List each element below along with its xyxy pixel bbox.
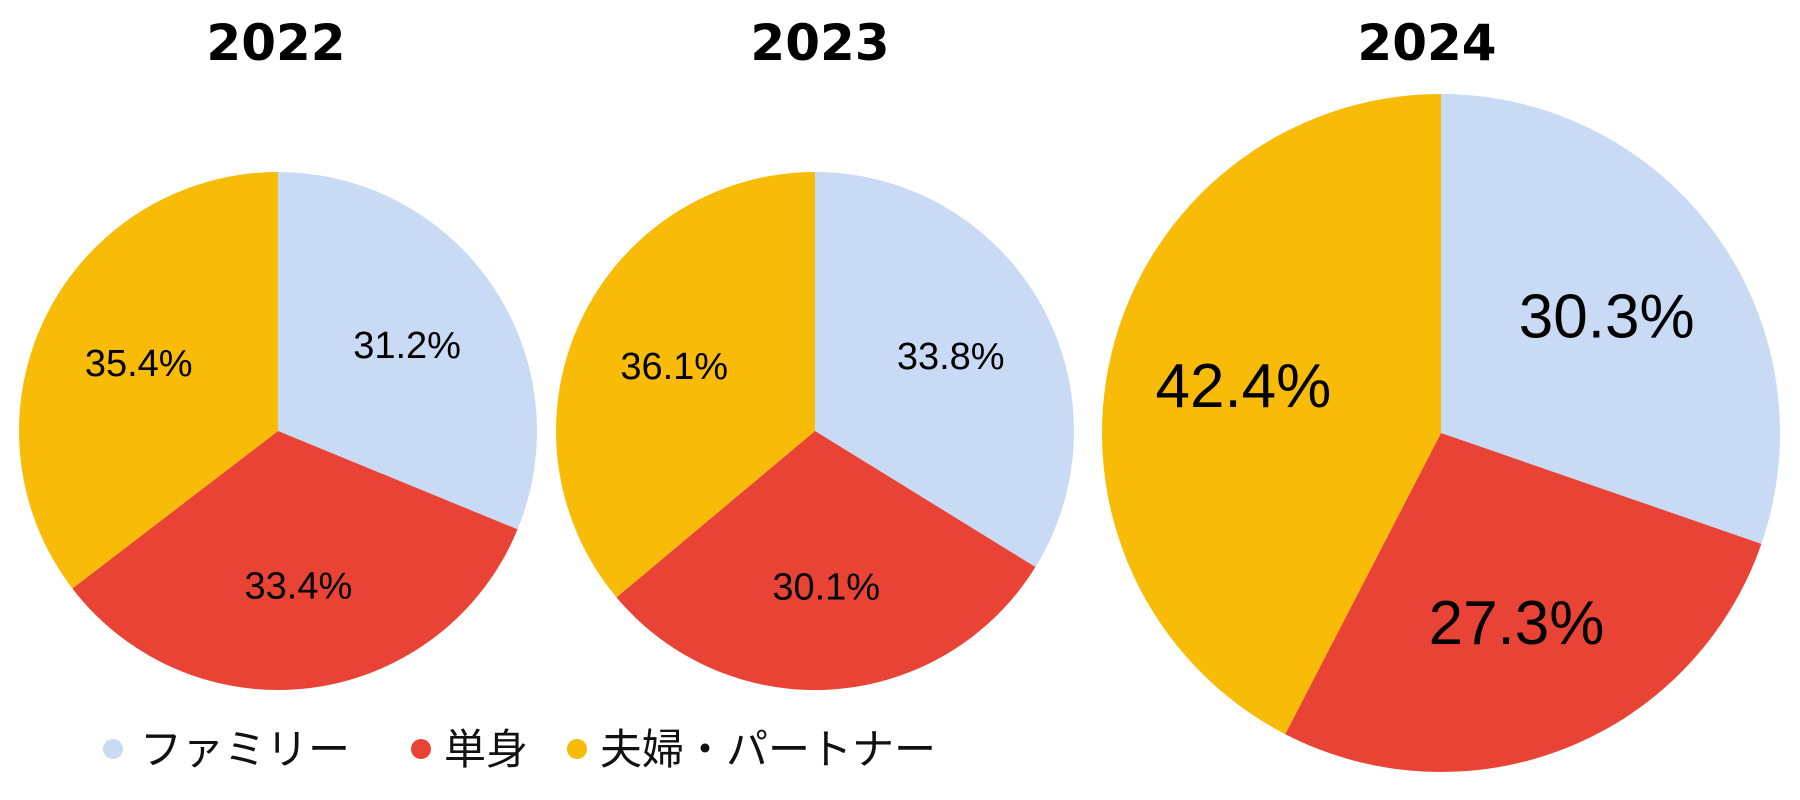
legend-item-single: 単身: [411, 725, 528, 774]
legend-label-family: ファミリー: [140, 725, 350, 774]
chart-title-2022: 2022: [206, 14, 345, 72]
pie-2024-slices: [1101, 93, 1781, 773]
data-label-family-2024: 30.3%: [1519, 282, 1695, 351]
pie-slice-couple-2022: [19, 172, 279, 589]
legend-swatch-couple: [567, 739, 587, 759]
chart-2023: 2023 33.8% 30.1% 36.1%: [556, 14, 1075, 690]
pie-slice-family-2022: [278, 172, 537, 530]
pie-slice-single-2024: [1285, 433, 1762, 773]
data-label-single-2023: 30.1%: [772, 567, 880, 609]
pie-2023-slices: [556, 172, 1075, 690]
legend-item-couple: 夫婦・パートナー: [567, 725, 936, 774]
pie-2022-labels: 31.2% 33.4% 35.4%: [85, 325, 461, 608]
legend-label-single: 単身: [444, 725, 528, 774]
pie-2024-labels: 30.3% 27.3% 42.4%: [1155, 282, 1694, 658]
data-label-couple-2024: 42.4%: [1155, 352, 1331, 421]
legend-swatch-family: [103, 739, 123, 759]
data-label-couple-2023: 36.1%: [620, 346, 728, 388]
data-label-single-2024: 27.3%: [1429, 589, 1605, 658]
pie-2023-labels: 33.8% 30.1% 36.1%: [620, 336, 1004, 609]
data-label-family-2022: 31.2%: [353, 325, 461, 367]
pie-slice-single-2023: [616, 431, 1036, 690]
data-label-single-2022: 33.4%: [245, 566, 353, 608]
legend-item-family: ファミリー: [103, 725, 350, 774]
pie-slice-couple-2024: [1101, 93, 1441, 735]
pie-2022-slices: [19, 172, 537, 690]
chart-title-2023: 2023: [750, 14, 889, 72]
legend-label-couple: 夫婦・パートナー: [600, 725, 936, 774]
chart-title-2024: 2024: [1357, 14, 1496, 72]
data-label-family-2023: 33.8%: [897, 336, 1005, 378]
legend: ファミリー 単身 夫婦・パートナー: [103, 725, 936, 774]
chart-2024: 2024 30.3% 27.3% 42.4%: [1101, 14, 1781, 773]
chart-2022: 2022 31.2% 33.4% 35.4%: [19, 14, 537, 690]
pie-slice-family-2023: [815, 172, 1075, 568]
pie-slice-couple-2023: [556, 172, 815, 598]
pie-slice-single-2022: [72, 431, 518, 690]
data-label-couple-2022: 35.4%: [85, 343, 193, 385]
pie-slice-family-2024: [1441, 94, 1781, 544]
legend-swatch-single: [411, 739, 431, 759]
